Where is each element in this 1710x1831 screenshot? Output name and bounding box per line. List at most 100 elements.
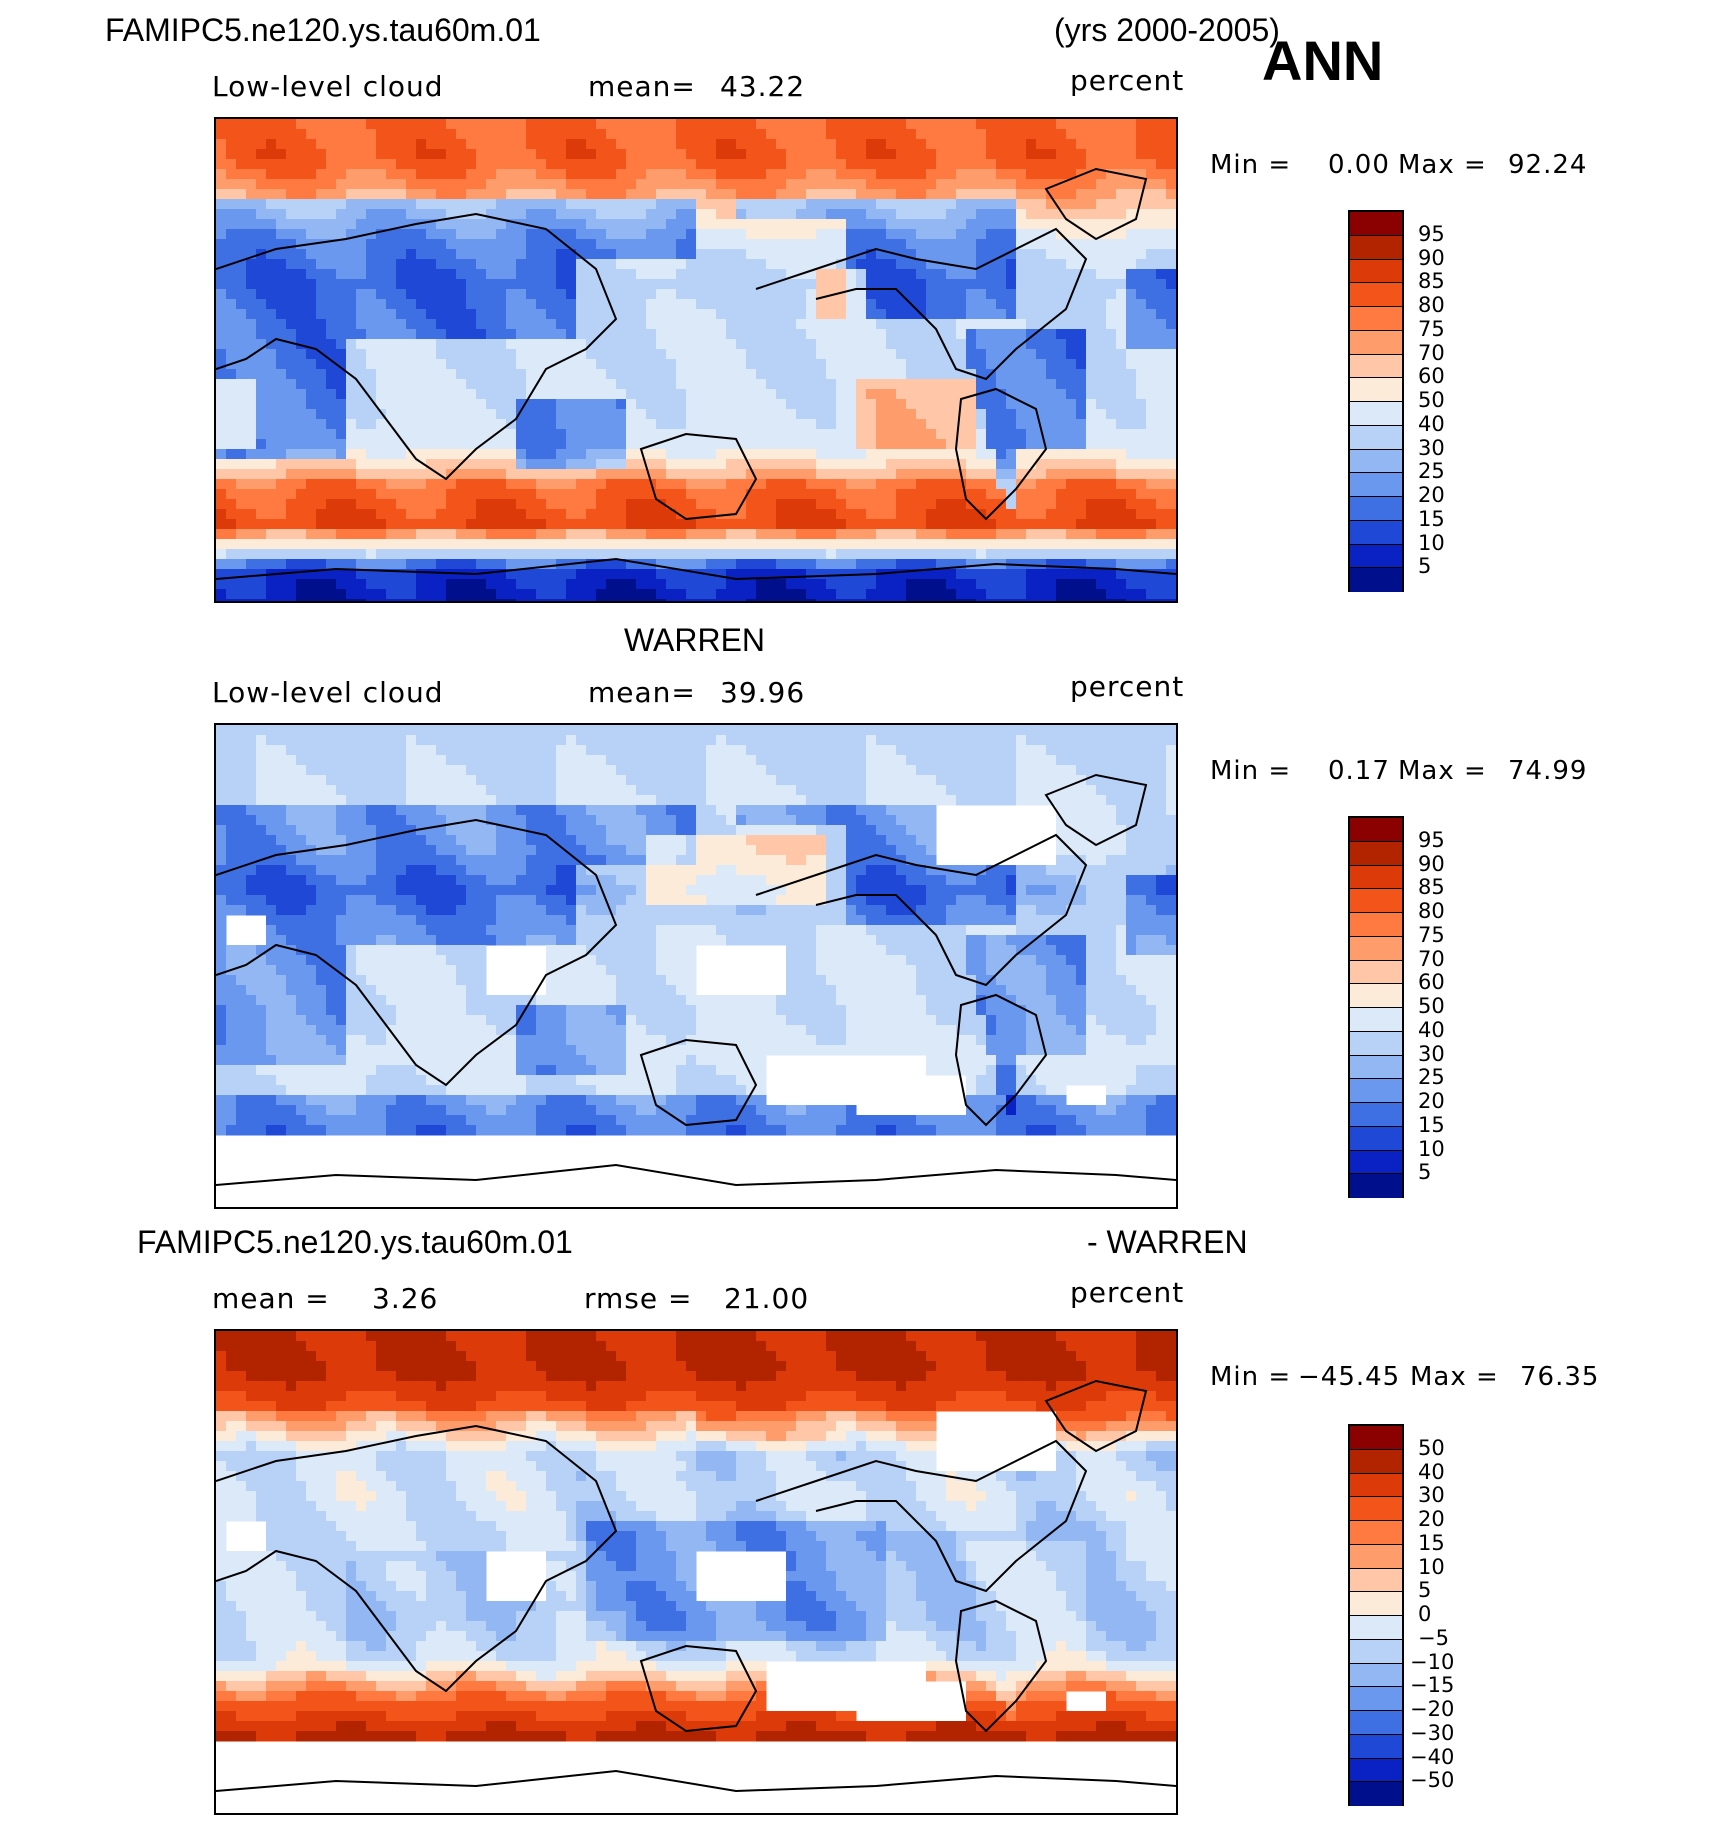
map-cell (1066, 359, 1077, 370)
map-cell (996, 139, 1007, 150)
map-cell (796, 549, 807, 560)
map-cell (416, 129, 427, 140)
map-cell (226, 419, 237, 430)
map-cell (636, 409, 647, 420)
map-cell (986, 149, 997, 160)
map-cell (946, 189, 957, 200)
map-cell (256, 725, 267, 736)
map-cell (536, 725, 547, 736)
map-cell (916, 549, 927, 560)
map-cell (486, 529, 497, 540)
map-cell (726, 229, 737, 240)
map-cell (1056, 579, 1067, 590)
map-cell (766, 259, 777, 270)
map-cell (1006, 319, 1017, 330)
map-cell (736, 279, 747, 290)
map-cell (676, 129, 687, 140)
map-cell (436, 369, 447, 380)
map-cell (756, 579, 767, 590)
map-cell (666, 329, 677, 340)
map-cell (376, 519, 387, 530)
map-cell (1016, 329, 1027, 340)
map-cell (1156, 735, 1167, 746)
map-cell (1046, 479, 1057, 490)
map-cell (1046, 359, 1057, 370)
map-cell (426, 129, 437, 140)
map-cell (236, 599, 247, 601)
map-cell (276, 579, 287, 590)
map-cell (546, 519, 557, 530)
map-cell (336, 459, 347, 470)
map-cell (936, 239, 947, 250)
map-cell (706, 179, 717, 190)
map-cell (876, 149, 887, 160)
map-cell (906, 309, 917, 320)
map-cell (826, 599, 837, 601)
map-cell (746, 549, 757, 560)
map-cell (396, 399, 407, 410)
map-cell (506, 349, 517, 360)
map-cell (576, 259, 587, 270)
map-cell (266, 349, 277, 360)
map-cell (396, 519, 407, 530)
map-cell (896, 735, 907, 746)
map-cell (576, 439, 587, 450)
map-cell (1006, 479, 1017, 490)
map-cell (336, 229, 347, 240)
map-cell (316, 139, 327, 150)
map-cell (566, 149, 577, 160)
map-cell (216, 725, 227, 736)
map-cell (436, 579, 447, 590)
map-cell (936, 209, 947, 220)
map-cell (946, 239, 957, 250)
map-cell (576, 735, 587, 746)
map-cell (1016, 499, 1027, 510)
map-cell (716, 725, 727, 736)
map-cell (416, 179, 427, 190)
map-cell (566, 259, 577, 270)
map-cell (246, 449, 257, 460)
map-cell (466, 139, 477, 150)
map-cell (646, 269, 657, 280)
map-cell (916, 369, 927, 380)
map-cell (696, 569, 707, 580)
map-cell (886, 249, 897, 260)
map-cell (446, 199, 457, 210)
panel2-map-svg (216, 725, 1176, 1187)
map-cell (1156, 419, 1167, 430)
map-cell (906, 469, 917, 480)
map-cell (416, 259, 427, 270)
map-cell (726, 419, 737, 430)
map-cell (1126, 539, 1137, 550)
map-cell (1146, 329, 1157, 340)
map-cell (356, 119, 367, 130)
map-cell (816, 725, 827, 736)
map-cell (696, 559, 707, 570)
map-cell (656, 339, 667, 350)
map-cell (876, 219, 887, 230)
map-cell (276, 199, 287, 210)
map-cell (1096, 599, 1107, 601)
map-cell (346, 599, 357, 601)
map-cell (456, 309, 467, 320)
map-cell (406, 209, 417, 220)
map-cell (446, 539, 457, 550)
map-cell (516, 409, 527, 420)
map-cell (706, 389, 717, 400)
map-cell (916, 279, 927, 290)
map-cell (1106, 179, 1117, 190)
map-cell (596, 169, 607, 180)
map-cell (1156, 129, 1167, 140)
map-cell (646, 339, 657, 350)
map-cell (756, 745, 767, 756)
map-cell (886, 229, 897, 240)
map-cell (656, 289, 667, 300)
map-cell (526, 239, 537, 250)
map-cell (456, 239, 467, 250)
map-cell (1006, 239, 1017, 250)
map-cell (786, 725, 797, 736)
map-cell (556, 269, 567, 280)
map-cell (266, 539, 277, 550)
map-cell (866, 359, 877, 370)
map-cell (346, 449, 357, 460)
